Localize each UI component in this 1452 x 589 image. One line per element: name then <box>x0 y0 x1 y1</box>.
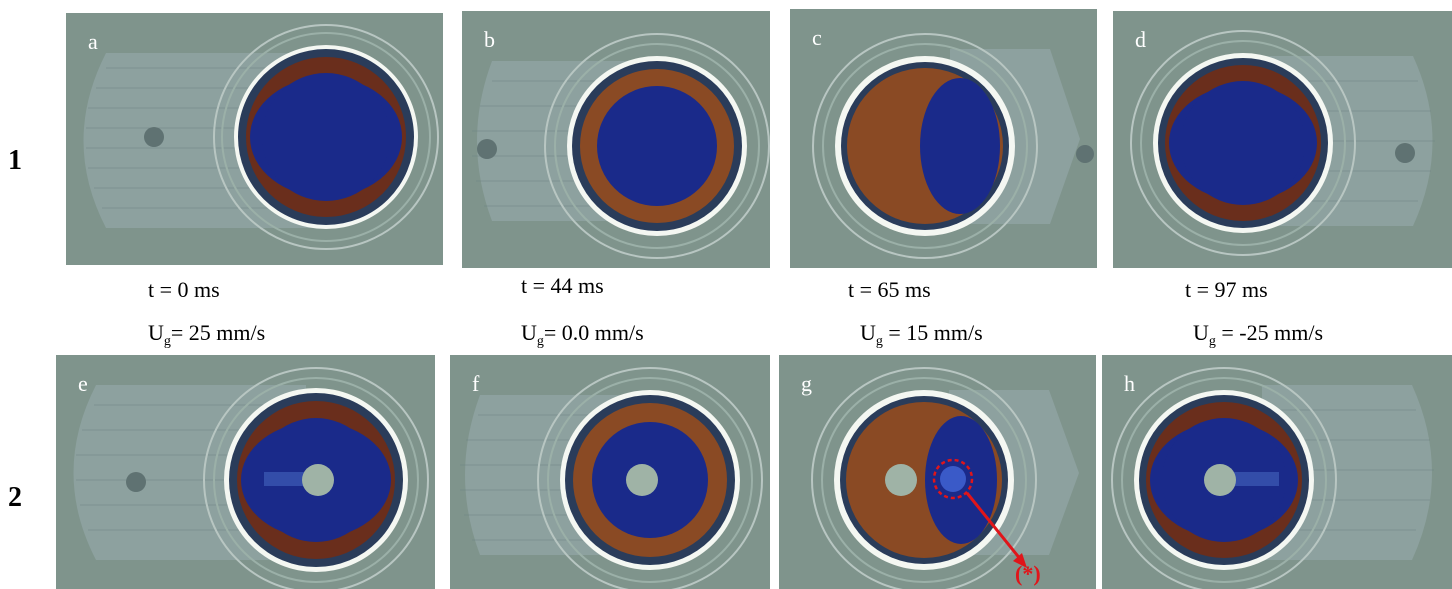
droplet-image-d <box>1113 11 1452 268</box>
panel-d: d <box>1113 11 1452 268</box>
panel-f: f <box>450 355 770 589</box>
droplet-image-h <box>1102 355 1452 589</box>
panel-e: e <box>56 355 435 589</box>
caption-velocity-3: Ug = 15 mm/s <box>860 320 983 349</box>
caption-velocity-4: Ug = -25 mm/s <box>1193 320 1324 349</box>
annotation-label: (*) <box>1015 561 1041 586</box>
caption-velocity-1: Ug= 25 mm/s <box>148 320 266 349</box>
panel-letter-a: a <box>88 29 98 54</box>
panel-letter-h: h <box>1124 371 1135 396</box>
caption-time-2: t = 44 ms <box>521 273 604 298</box>
panel-letter-e: e <box>78 371 88 396</box>
panel-h: h <box>1102 355 1452 589</box>
panel-letter-b: b <box>484 27 495 52</box>
droplet-image-g <box>779 355 1096 589</box>
caption-time-1: t = 0 ms <box>148 277 220 302</box>
droplet-image-b <box>462 11 770 268</box>
panel-b: b <box>462 11 770 268</box>
panel-letter-g: g <box>801 371 812 396</box>
droplet-image-a <box>66 13 443 265</box>
droplet-image-e <box>56 355 435 589</box>
caption-time-4: t = 97 ms <box>1185 277 1268 302</box>
droplet-image-c <box>790 9 1097 268</box>
panel-g: g (*) <box>779 355 1096 589</box>
panel-letter-c: c <box>812 25 822 50</box>
caption-velocity-2: Ug= 0.0 mm/s <box>521 320 644 349</box>
panel-letter-d: d <box>1135 27 1146 52</box>
row-label-1: 1 <box>8 145 22 176</box>
caption-time-3: t = 65 ms <box>848 277 931 302</box>
panel-letter-f: f <box>472 371 480 396</box>
panel-a: a <box>66 13 443 265</box>
panel-c: c <box>790 9 1097 268</box>
row-label-2: 2 <box>8 482 22 513</box>
droplet-image-f <box>450 355 770 589</box>
